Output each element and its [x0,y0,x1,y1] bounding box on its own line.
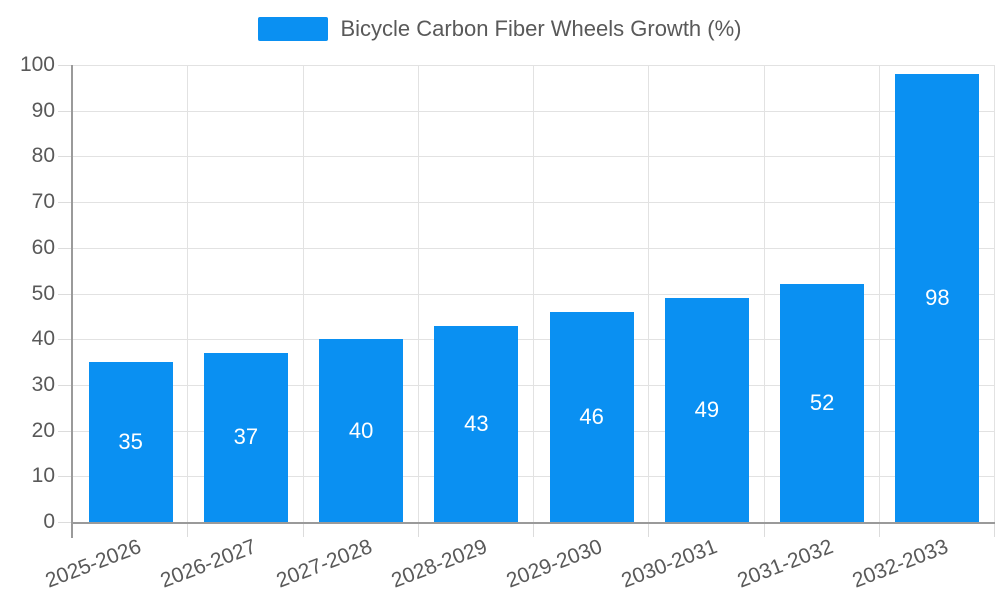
bar-value-label: 43 [464,410,489,436]
x-axis-tick-label: 2032-2033 [849,535,952,593]
y-axis-tick-label: 90 [31,98,55,122]
y-axis-tick-label: 40 [31,327,55,351]
x-axis-tick-label: 2029-2030 [503,535,606,593]
y-axis-tick [58,247,73,249]
bar-value-label: 37 [233,424,259,450]
horizontal-gridline [73,430,995,432]
vertical-gridline [994,65,995,522]
bar[interactable]: 43 [434,325,519,522]
y-axis-tick-label: 10 [31,464,55,488]
bar-value-label: 52 [809,390,835,416]
x-axis-tick-label: 2031-2032 [734,535,837,593]
bar-value-label: 98 [925,285,950,311]
legend-item[interactable]: Bicycle Carbon Fiber Wheels Growth (%) [0,16,1000,42]
y-axis-tick [58,110,73,112]
x-axis-tick [187,522,189,537]
vertical-gridline [187,65,189,522]
horizontal-gridline [73,247,995,249]
y-axis-tick-label: 100 [19,53,55,76]
vertical-gridline [417,65,419,522]
vertical-gridline [648,65,650,522]
bar-value-label: 49 [694,397,720,423]
x-axis-tick [763,522,765,537]
vertical-gridline [302,65,304,522]
y-axis-tick-label: 0 [43,510,55,533]
y-axis-tick [58,65,73,66]
x-axis-tick-label: 2026-2027 [157,535,260,593]
legend-label: Bicycle Carbon Fiber Wheels Growth (%) [340,16,742,41]
bar[interactable]: 46 [549,311,634,522]
x-axis-tick [302,522,304,537]
x-axis-tick [994,522,995,537]
y-axis-tick-label: 60 [31,235,55,259]
bar-value-label: 46 [579,403,604,429]
bar[interactable]: 37 [203,352,288,522]
x-axis-line [71,522,995,524]
bar-value-label: 35 [118,429,143,455]
bar[interactable]: 40 [319,339,404,522]
horizontal-gridline [73,156,995,158]
y-axis-tick [58,476,73,478]
legend-swatch [258,17,329,41]
y-axis-tick [58,156,73,158]
y-axis-tick [58,384,73,386]
horizontal-gridline [73,202,995,204]
y-axis-tick [58,522,73,523]
y-axis-tick [58,202,73,204]
y-axis-tick-label: 80 [31,144,55,168]
vertical-gridline [533,65,534,522]
x-axis-tick [878,522,880,537]
y-axis-tick-label: 30 [31,372,55,396]
y-axis-tick-label: 20 [31,418,55,442]
y-axis-tick-label: 70 [31,190,55,214]
horizontal-gridline [73,339,995,341]
bar[interactable]: 35 [88,362,173,522]
x-axis-tick-label: 2030-2031 [618,535,721,593]
y-axis-tick [58,430,73,432]
x-axis-tick-label: 2028-2029 [388,535,491,593]
bar[interactable]: 98 [895,74,980,522]
horizontal-gridline [73,110,995,112]
horizontal-gridline [73,293,995,295]
horizontal-gridline [73,65,995,66]
vertical-gridline [878,65,880,522]
horizontal-gridline [73,476,995,478]
horizontal-gridline [73,384,995,386]
x-axis-tick [533,522,534,537]
x-axis-tick [417,522,419,537]
x-axis-tick-label: 2027-2028 [273,535,376,593]
y-axis-line [71,65,73,538]
x-axis-tick [648,522,650,537]
bar[interactable]: 52 [780,284,865,522]
y-axis-tick-label: 50 [31,281,55,305]
plot-area: 35 37 40 43 46 49 52 98 [58,65,995,538]
bar-value-label: 40 [348,417,374,443]
y-axis-tick [58,339,73,341]
bar[interactable]: 49 [664,298,749,522]
y-axis-tick [58,293,73,295]
x-axis-tick-label: 2025-2026 [42,535,145,593]
vertical-gridline [763,65,765,522]
